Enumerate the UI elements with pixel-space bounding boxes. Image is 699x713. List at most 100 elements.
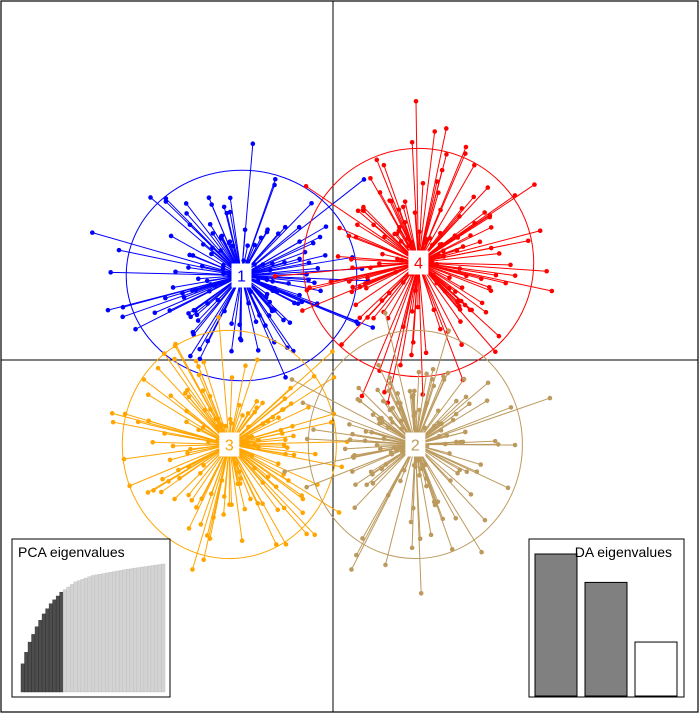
cluster-2-point	[378, 446, 383, 452]
cluster-4-point	[377, 190, 383, 195]
cluster-4-ray	[418, 241, 481, 263]
cluster-3-point	[291, 452, 297, 458]
da-eigenvalues-inset: DA eigenvalues	[528, 538, 685, 698]
cluster-4-point	[487, 284, 492, 290]
cluster-2-ray	[354, 444, 416, 456]
cluster-3-point	[300, 510, 306, 516]
cluster-label-2: 2	[405, 432, 426, 457]
cluster-4-point	[493, 349, 498, 355]
cluster-1-point	[188, 314, 194, 320]
cluster-1-point	[209, 251, 214, 257]
cluster-1-point	[255, 348, 261, 353]
cluster-4-point	[303, 183, 309, 189]
cluster-3-point	[150, 439, 156, 445]
cluster-1-point	[322, 253, 328, 258]
cluster-3-point	[177, 475, 182, 481]
cluster-2-point	[474, 469, 480, 475]
cluster-3-point	[198, 470, 203, 476]
cluster-4-point	[434, 261, 440, 267]
cluster-1-point	[215, 297, 221, 303]
cluster-2-point	[354, 552, 359, 558]
cluster-1-point	[90, 230, 95, 235]
cluster-4-point	[458, 298, 464, 304]
pca-bar	[73, 581, 78, 693]
cluster-2-ellipse	[307, 329, 523, 560]
cluster-3-ray	[147, 444, 230, 493]
cluster-4-point	[537, 228, 543, 234]
cluster-2-point	[464, 469, 470, 475]
cluster-1-point	[264, 291, 270, 297]
cluster-1-point	[210, 245, 215, 251]
cluster-4-point	[377, 261, 382, 266]
cluster-2-point	[440, 516, 446, 522]
cluster-4-point	[463, 151, 468, 156]
cluster-3-point	[328, 420, 334, 425]
cluster-3-point	[184, 408, 189, 414]
cluster-3-point	[237, 481, 243, 486]
cluster-4-point	[438, 326, 443, 332]
cluster-4-point	[483, 309, 489, 315]
cluster-2-point	[388, 416, 393, 421]
pca-bar	[27, 641, 32, 693]
cluster-1-point	[317, 234, 323, 240]
cluster-4-point	[525, 238, 531, 244]
cluster-1-point	[218, 234, 224, 239]
cluster-3-ray	[152, 441, 230, 445]
cluster-3-ray	[229, 441, 348, 445]
cluster-4-ray	[417, 170, 443, 263]
cluster-3-point	[276, 415, 281, 420]
pca-bars	[20, 563, 166, 693]
cluster-1-point	[361, 177, 367, 182]
cluster-4-point	[459, 342, 464, 347]
cluster-2-point	[431, 383, 437, 389]
cluster-2-point	[382, 310, 388, 316]
cluster-1-point	[209, 202, 214, 207]
pca-eigenvalues-inset: PCA eigenvalues	[11, 538, 171, 698]
pca-bar	[129, 568, 134, 693]
cluster-3-point	[282, 437, 288, 443]
cluster-4-ray	[399, 262, 419, 366]
cluster-2-point	[355, 397, 361, 402]
cluster-3-point	[186, 394, 192, 400]
cluster-3-point	[151, 488, 156, 493]
cluster-4-point	[471, 194, 477, 200]
cluster-4-point	[382, 234, 387, 240]
cluster-3-point	[167, 457, 173, 463]
cluster-1-ray	[185, 203, 242, 276]
cluster-1-point	[227, 195, 233, 201]
pca-bar	[108, 572, 113, 693]
pca-bar	[126, 568, 131, 693]
cluster-1-point	[221, 204, 227, 210]
pca-bar	[105, 572, 110, 693]
cluster-3-point	[186, 492, 191, 498]
cluster-2-point	[418, 591, 424, 596]
cluster-1-point	[190, 329, 196, 335]
cluster-4-ray	[418, 262, 487, 313]
cluster-2-point	[398, 406, 403, 412]
pca-bar	[45, 608, 50, 693]
cluster-3-ray	[229, 425, 293, 445]
pca-bar	[115, 570, 120, 693]
cluster-2-point	[364, 482, 370, 488]
cluster-2-point	[454, 398, 459, 404]
cluster-3-point	[198, 522, 204, 527]
cluster-1-point	[108, 270, 113, 275]
cluster-3-ray	[228, 365, 246, 445]
cluster-3-ray	[191, 444, 230, 570]
cluster-3-point	[339, 464, 345, 470]
cluster-2-ray	[291, 379, 416, 445]
cluster-1-point	[245, 243, 250, 248]
cluster-2-point	[353, 482, 358, 487]
cluster-4-point	[401, 280, 406, 285]
cluster-2-point	[431, 499, 437, 505]
cluster-4-point	[387, 198, 392, 203]
cluster-1-ray	[241, 254, 326, 276]
cluster-3-ray	[209, 444, 230, 539]
pca-bar	[62, 589, 67, 693]
cluster-1-ray	[241, 275, 373, 328]
cluster-2-point	[398, 478, 403, 484]
cluster-1-point	[323, 224, 329, 229]
cluster-4-ray	[415, 101, 419, 263]
cluster-4-point	[532, 182, 537, 187]
cluster-4-point	[402, 199, 408, 204]
